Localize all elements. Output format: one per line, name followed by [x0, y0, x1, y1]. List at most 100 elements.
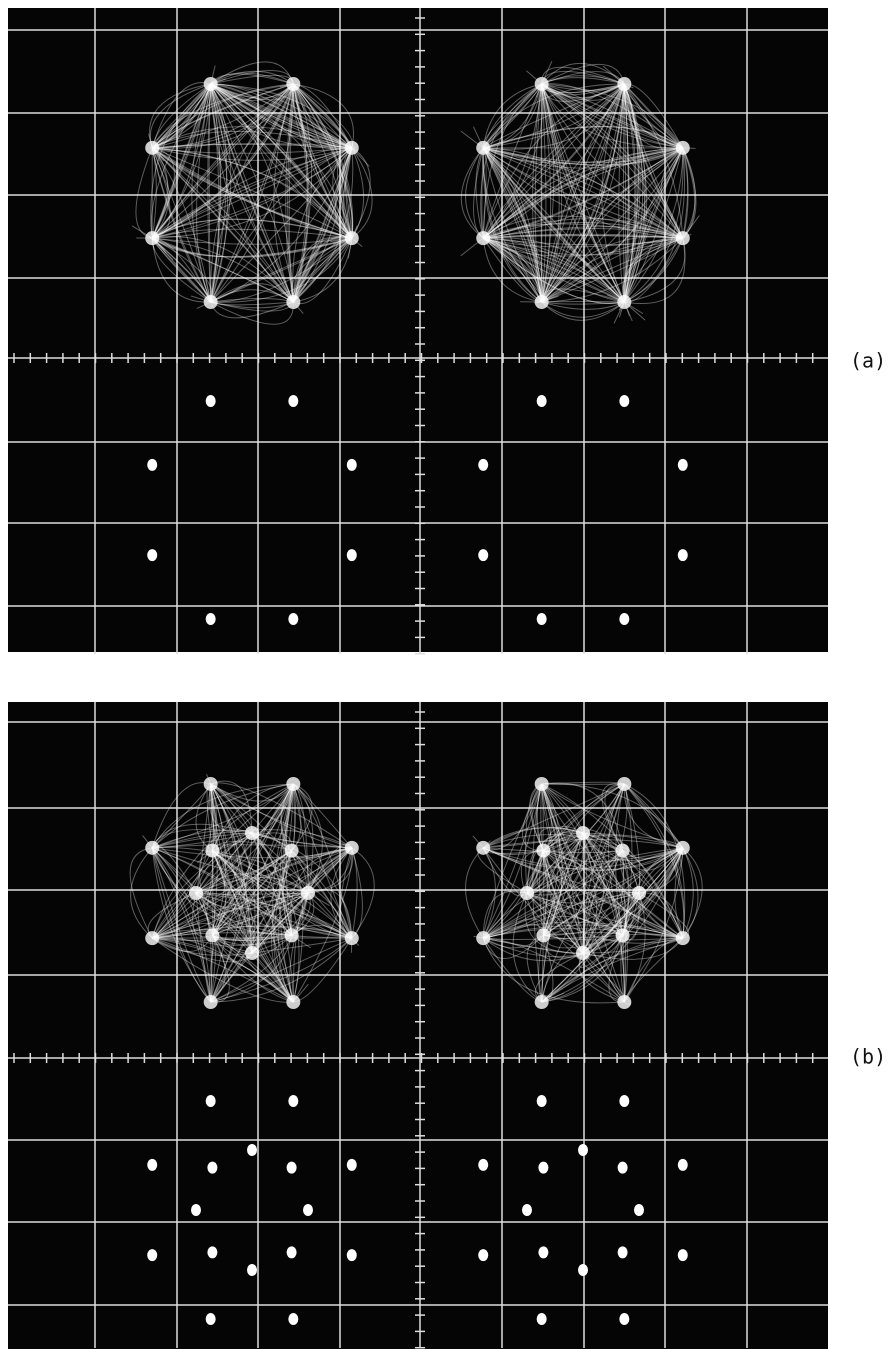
trajectory — [483, 847, 623, 854]
trajectory — [483, 783, 625, 849]
trajectory — [541, 147, 684, 303]
trajectory — [151, 147, 212, 303]
trajectory — [210, 83, 352, 149]
trajectory — [195, 892, 353, 939]
trace-node — [675, 931, 690, 946]
trajectory — [483, 847, 683, 939]
trajectory — [251, 832, 353, 939]
trajectory — [210, 783, 352, 849]
trajectory — [482, 83, 542, 148]
trajectory — [151, 83, 294, 239]
trajectory — [152, 847, 353, 939]
trajectory — [682, 847, 703, 939]
trajectory — [582, 832, 628, 1003]
constellation-dot — [288, 1094, 299, 1107]
trajectory — [151, 147, 352, 239]
trajectory — [210, 83, 352, 149]
trajectory — [543, 934, 683, 941]
trajectory — [151, 237, 352, 258]
trajectory — [622, 847, 683, 936]
trajectory — [541, 783, 623, 936]
trajectory — [151, 218, 352, 239]
trajectory — [526, 892, 683, 944]
trajectory — [541, 83, 683, 149]
trajectory — [151, 237, 212, 303]
trajectory — [210, 937, 352, 1003]
trajectory — [483, 147, 684, 239]
trajectory — [293, 783, 314, 894]
trajectory — [541, 301, 625, 310]
trajectory — [251, 832, 293, 936]
trajectory — [483, 847, 683, 869]
trajectory — [483, 227, 683, 239]
trajectory — [526, 783, 625, 894]
trajectory — [541, 147, 684, 303]
trajectory — [210, 783, 294, 1003]
trace-node — [245, 946, 259, 960]
trajectory — [151, 847, 294, 1003]
trajectory — [623, 83, 684, 239]
traces — [8, 8, 828, 1349]
constellation-dot — [619, 613, 630, 626]
trajectory — [210, 782, 353, 849]
trajectory — [483, 237, 543, 303]
trajectory — [292, 83, 352, 149]
trajectory — [212, 850, 352, 939]
trajectory — [482, 237, 683, 257]
trajectory — [210, 83, 352, 149]
trace-node — [205, 843, 220, 858]
trajectory — [273, 850, 294, 1003]
trajectory — [465, 147, 484, 239]
trajectory — [542, 832, 584, 936]
constellation-dot — [205, 1313, 216, 1326]
trajectory — [526, 892, 683, 939]
trace-node — [344, 231, 359, 246]
trace-node — [203, 995, 218, 1010]
trajectory — [483, 237, 544, 303]
trajectory — [541, 237, 683, 303]
trace-node — [301, 886, 315, 900]
trajectory — [483, 83, 543, 149]
trajectory — [482, 83, 625, 239]
trajectory — [292, 783, 323, 894]
trajectory — [624, 783, 686, 939]
trajectory — [292, 147, 353, 303]
trajectory — [542, 915, 623, 936]
trace-node — [536, 843, 551, 858]
trajectory — [151, 147, 168, 239]
trajectory — [482, 83, 625, 239]
constellation-dot — [634, 1204, 644, 1216]
trajectory — [536, 850, 584, 954]
trajectory — [482, 147, 543, 303]
trajectory — [532, 83, 543, 303]
trajectory — [482, 147, 683, 239]
trajectory — [211, 783, 294, 936]
trace-node — [576, 946, 590, 960]
trajectory — [151, 83, 212, 239]
trace-node — [675, 840, 690, 855]
trajectory — [210, 780, 253, 834]
trajectory — [210, 83, 294, 303]
trajectory — [483, 892, 640, 939]
trace-node — [203, 295, 218, 310]
trajectory — [351, 147, 371, 239]
trajectory — [151, 147, 170, 239]
trajectory — [543, 847, 683, 863]
constellation-dot — [147, 1249, 158, 1262]
trajectory — [582, 850, 624, 954]
trajectory — [271, 850, 294, 1003]
trajectory — [483, 83, 625, 149]
trajectory — [210, 83, 353, 239]
trajectory — [541, 83, 684, 239]
trajectory — [251, 847, 353, 954]
constellation-dot — [303, 1204, 313, 1216]
trajectory — [212, 935, 294, 1003]
constellation-dot — [478, 458, 489, 471]
trajectory — [541, 847, 684, 1003]
trajectory — [582, 925, 683, 954]
trajectory — [541, 83, 625, 303]
trajectory — [542, 850, 625, 1003]
trajectory — [151, 847, 292, 936]
trajectory — [526, 830, 584, 894]
